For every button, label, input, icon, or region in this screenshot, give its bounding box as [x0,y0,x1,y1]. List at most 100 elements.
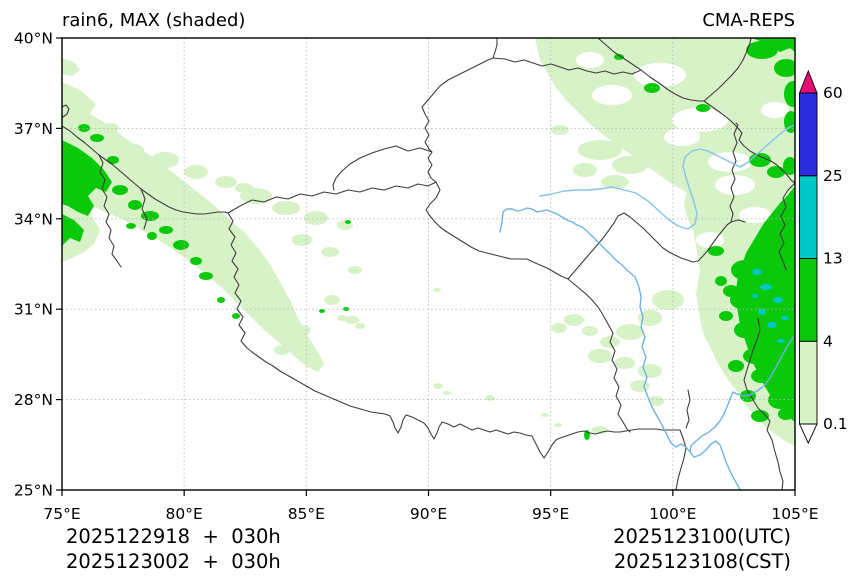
colorbar-tick-label: 60 [823,84,843,102]
province-boundary [778,182,795,271]
precip-area-moderate [107,156,119,164]
x-axis-labels: 75°E 80°E 85°E 90°E 95°E 100°E 105°E [43,505,818,523]
precip-area-light [630,380,650,392]
x-tick-label: 80°E [166,505,203,523]
precip-area-moderate [90,134,104,142]
precip-area-moderate [728,360,744,372]
province-boundary [62,104,70,118]
precip-area-heavy [760,284,772,290]
province-boundary [729,122,739,223]
precip-area-moderate [345,220,351,224]
precip-area-light [324,295,340,305]
precip-area-light [638,364,662,378]
precip-area-heavy [758,309,766,315]
precip-area-moderate [62,214,84,246]
precip-area-moderate [774,59,795,77]
precip-area-moderate [784,111,795,133]
precip-area-light [638,310,662,326]
precip-area-light [62,58,80,76]
precip-area-light [292,234,312,246]
y-tick-label: 34°N [14,210,53,228]
precip-area-light [616,324,644,340]
precip-area-light [601,175,629,189]
precip-area-moderate [159,226,173,234]
precip-area-heavy [752,294,758,298]
province-boundary [567,212,732,280]
precip-area-light [274,345,290,355]
precip-area-moderate [644,83,660,93]
precip-area-moderate [232,313,240,319]
precip-area-moderate [767,166,785,178]
province-boundary [703,100,795,184]
precip-area-moderate [719,311,733,321]
precip-area-light [272,201,300,215]
province-boundary [703,38,752,102]
precip-area-light [355,323,365,329]
precip-area-light [615,357,635,369]
precip-area-heavy [773,297,783,303]
y-tick-label: 37°N [14,120,53,138]
province-boundary [332,145,433,191]
model-name-label: CMA-REPS [702,10,795,31]
province-boundary [227,181,437,214]
precip-area-moderate [708,246,724,256]
precip-gap [664,128,700,146]
precip-gap [761,102,789,118]
precip-gap [592,85,632,105]
precip-area-moderate [784,81,795,107]
precip-area-moderate [734,322,754,338]
river [689,334,795,490]
precip-area-heavy [752,269,762,275]
precip-area-light [345,316,359,324]
precip-area-light [433,383,443,389]
y-tick-label: 28°N [14,391,53,409]
precip-area-moderate [190,257,202,265]
precip-area-moderate [319,309,325,313]
colorbar-segment [799,258,818,342]
province-boundary [685,389,691,429]
precip-area-light [538,42,558,54]
map-layers [62,38,795,490]
precip-area-moderate [126,223,136,229]
precip-layer-heavy [752,269,789,343]
river [539,124,795,230]
x-tick-label: 100°E [649,505,696,523]
precip-area-light [215,176,237,188]
precip-area-light [443,391,451,395]
province-boundary [421,38,498,183]
precip-area-moderate [128,200,142,210]
precip-area-light [321,247,339,257]
y-tick-label: 25°N [14,482,53,500]
precip-area-light [304,211,328,225]
precip-area-moderate [62,140,112,216]
precip-area-heavy [777,339,785,343]
precip-gap [696,232,724,248]
precip-area-moderate [736,186,795,422]
precip-area-moderate [783,157,795,175]
province-boundary [730,219,746,223]
precip-area-light [337,315,347,321]
colorbar-tick-label: 4 [823,332,833,350]
x-tick-label: 95°E [532,505,569,523]
precip-area-light [124,144,144,156]
precip-gap [634,63,686,87]
precip-area-light [652,290,684,310]
colorbar-segment [799,340,818,425]
province-boundary [597,38,705,102]
plot-title: rain6, MAX (shaded) [62,10,245,31]
precip-area-moderate [199,272,213,280]
x-tick-label: 75°E [43,505,80,523]
province-boundary [227,212,253,353]
precip-area-moderate [731,260,759,280]
valid-time-utc-label: 2025123100(UTC) [613,525,791,548]
precip-area-light [348,266,362,274]
precip-area-light [101,123,119,133]
precip-area-light [485,395,495,401]
precip-area-moderate [746,41,778,59]
province-boundary [251,351,687,490]
precip-gap [576,52,604,68]
province-boundary [62,125,229,215]
init-time-cst-label: 2025123002 + 030h [66,550,281,573]
precip-area-moderate [723,285,739,297]
